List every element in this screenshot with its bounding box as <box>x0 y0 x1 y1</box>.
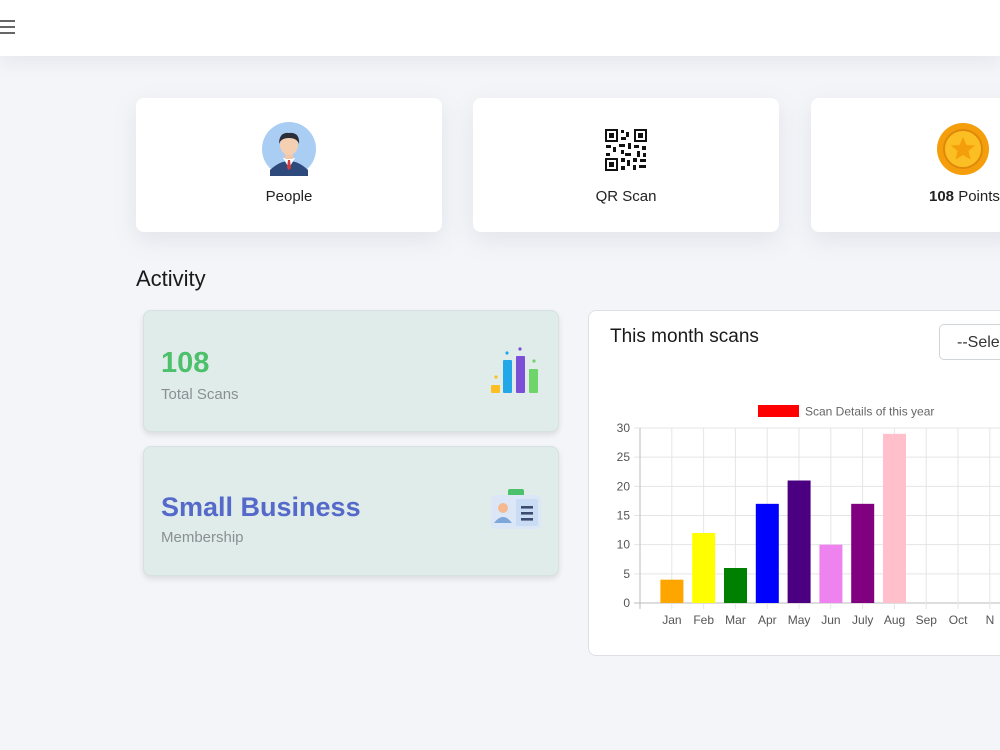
x-tick-label: Mar <box>725 613 746 627</box>
qr-scan-label: QR Scan <box>595 188 657 205</box>
y-tick-label: 25 <box>617 450 631 464</box>
id-card-icon <box>490 489 542 536</box>
y-tick-label: 10 <box>617 538 631 552</box>
y-tick-label: 0 <box>623 596 630 610</box>
bar-jan <box>660 579 684 603</box>
scans-chart-card: This month scans --Sele Scan Details of … <box>588 310 1000 656</box>
top-bar <box>0 0 1000 56</box>
people-label: People <box>265 188 313 205</box>
x-tick-label: N <box>986 613 995 627</box>
membership-label: Membership <box>161 529 244 546</box>
x-tick-label: Apr <box>758 613 777 627</box>
person-avatar-icon <box>262 122 316 181</box>
total-scans-value: 108 <box>161 347 210 379</box>
legend-label: Scan Details of this year <box>805 405 934 419</box>
activity-title: Activity <box>136 266 206 291</box>
x-tick-label: Sep <box>916 613 938 627</box>
gold-coin-icon <box>936 122 990 181</box>
x-tick-label: Aug <box>884 613 905 627</box>
bar-jun <box>819 544 843 603</box>
chart-title: This month scans <box>610 326 759 347</box>
x-tick-label: Oct <box>949 613 968 627</box>
x-tick-label: Jun <box>821 613 840 627</box>
legend-swatch <box>758 405 799 417</box>
bar-aug <box>883 433 906 603</box>
total-scans-label: Total Scans <box>161 386 239 403</box>
month-select[interactable]: --Sele <box>939 324 1000 360</box>
points-value: 108 <box>929 188 955 205</box>
points-suffix: Points <box>954 188 1000 205</box>
bar-may <box>787 480 811 603</box>
y-tick-label: 15 <box>617 509 631 523</box>
bar-mar <box>724 568 747 603</box>
y-tick-label: 20 <box>617 479 631 493</box>
bar-july <box>851 503 875 603</box>
bar-apr <box>755 503 779 603</box>
membership-value: Small Business <box>161 492 361 522</box>
y-tick-label: 30 <box>617 421 631 435</box>
membership-card: Small Business Membership <box>143 446 559 576</box>
x-tick-label: May <box>788 613 811 627</box>
qr-scan-tile[interactable]: QR Scan <box>473 98 779 232</box>
qr-code-icon <box>604 128 648 177</box>
x-tick-label: July <box>852 613 873 627</box>
total-scans-card: 108 Total Scans <box>143 310 559 432</box>
x-tick-label: Feb <box>693 613 714 627</box>
hamburger-icon[interactable] <box>0 20 15 34</box>
people-tile[interactable]: People <box>136 98 442 232</box>
y-tick-label: 5 <box>623 567 630 581</box>
scans-bar-chart: Scan Details of this year 0 5 10 15 20 25 30 J… <box>617 405 1000 627</box>
bar-chart-icon <box>490 347 542 400</box>
points-label: 108 Points <box>929 188 1000 205</box>
bar-feb <box>692 533 716 603</box>
x-tick-label: Jan <box>662 613 681 627</box>
points-tile[interactable]: 108 Points <box>811 98 1000 232</box>
